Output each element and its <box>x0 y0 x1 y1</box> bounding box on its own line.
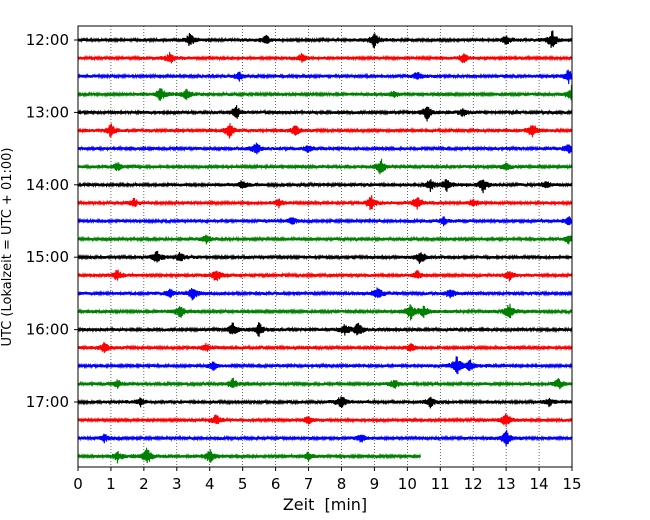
x-tick-label: 7 <box>304 475 314 493</box>
seismic-trace <box>77 123 573 139</box>
seismic-trace <box>77 413 573 427</box>
seismic-trace <box>77 250 573 264</box>
seismic-traces <box>77 30 573 464</box>
y-tick-label: 17:00 <box>26 393 69 411</box>
x-tick-label: 5 <box>238 475 248 493</box>
seismic-trace <box>77 69 573 85</box>
seismic-trace <box>77 195 573 211</box>
seismic-trace <box>77 158 573 175</box>
seismic-trace <box>77 322 573 337</box>
seismic-trace <box>77 142 573 155</box>
x-tick-label: 2 <box>139 475 149 493</box>
x-tick-label: 13 <box>497 475 516 493</box>
plot-area <box>77 25 573 468</box>
seismic-trace <box>77 84 573 104</box>
seismic-trace <box>77 30 573 49</box>
x-tick-label: 9 <box>370 475 380 493</box>
seismic-trace <box>77 287 573 301</box>
seismic-trace <box>77 269 573 282</box>
seismic-trace <box>77 342 573 354</box>
y-tick-label: 13:00 <box>26 103 69 121</box>
x-axis-label: Zeit [min] <box>283 495 367 514</box>
x-tick-label: 11 <box>431 475 450 493</box>
x-tick-label: 14 <box>530 475 549 493</box>
y-axis-label: UTC (Lokalzeit = UTC + 01:00) <box>0 148 15 347</box>
seismic-trace <box>77 356 573 375</box>
x-axis: 0 1 2 3 4 5 6 7 8 9 10 11 12 13 14 15 <box>73 467 582 493</box>
y-tick-label: 12:00 <box>26 31 69 49</box>
x-tick-label: 1 <box>106 475 116 493</box>
x-tick-label: 8 <box>337 475 347 493</box>
seismic-trace <box>77 105 573 122</box>
seismic-trace <box>77 447 422 464</box>
x-tick-label: 6 <box>271 475 281 493</box>
seismic-trace <box>77 216 573 227</box>
seismic-trace <box>77 303 573 321</box>
seismic-trace <box>77 179 573 194</box>
x-tick-label: 10 <box>398 475 417 493</box>
x-tick-label: 15 <box>562 475 581 493</box>
x-tick-label: 0 <box>73 475 83 493</box>
y-tick-label: 16:00 <box>26 321 69 339</box>
y-tick-label: 14:00 <box>26 176 69 194</box>
seismic-trace <box>77 429 573 447</box>
y-axis: 12:00 13:00 14:00 15:00 16:00 17:00 <box>26 31 78 411</box>
seismic-trace <box>77 396 573 409</box>
seismic-trace <box>77 234 573 245</box>
x-tick-label: 4 <box>205 475 215 493</box>
y-tick-label: 15:00 <box>26 248 69 266</box>
seismic-trace <box>77 377 573 390</box>
x-tick-label: 12 <box>464 475 483 493</box>
x-tick-label: 3 <box>172 475 182 493</box>
seismic-trace <box>77 51 573 64</box>
plot-frame <box>77 25 573 468</box>
